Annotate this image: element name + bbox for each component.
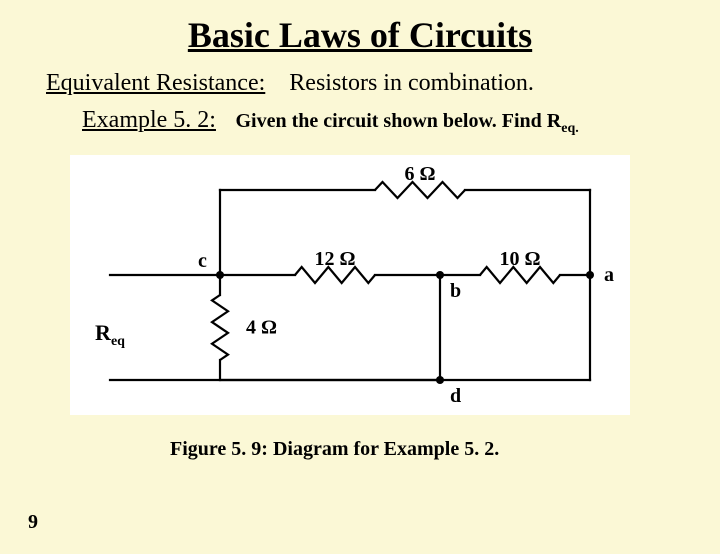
subtitle-rest: Resistors in combination. bbox=[289, 70, 534, 96]
svg-text:d: d bbox=[450, 385, 461, 407]
svg-text:4 Ω: 4 Ω bbox=[246, 317, 277, 339]
page-title: Basic Laws of Circuits bbox=[0, 14, 720, 56]
subtitle-lead: Equivalent Resistance: bbox=[46, 70, 265, 96]
example-row: Example 5. 2: Given the circuit shown be… bbox=[82, 107, 720, 137]
svg-text:a: a bbox=[604, 264, 614, 286]
circuit-diagram: 6 Ω12 Ω10 Ω4 ΩabcdReq bbox=[70, 155, 720, 420]
example-rest: Given the circuit shown below. Find Req. bbox=[235, 110, 578, 132]
svg-text:10 Ω: 10 Ω bbox=[499, 248, 540, 270]
example-text: Given the circuit shown below. Find R bbox=[235, 110, 561, 132]
svg-text:6 Ω: 6 Ω bbox=[404, 163, 435, 185]
svg-text:b: b bbox=[450, 280, 461, 302]
example-lead: Example 5. 2: bbox=[82, 107, 216, 133]
subtitle-row: Equivalent Resistance: Resistors in comb… bbox=[46, 70, 720, 97]
example-text-sub: eq. bbox=[561, 121, 579, 136]
svg-text:c: c bbox=[198, 250, 207, 272]
figure-caption: Figure 5. 9: Diagram for Example 5. 2. bbox=[170, 438, 720, 461]
page-number: 9 bbox=[28, 511, 38, 534]
svg-text:12 Ω: 12 Ω bbox=[314, 248, 355, 270]
